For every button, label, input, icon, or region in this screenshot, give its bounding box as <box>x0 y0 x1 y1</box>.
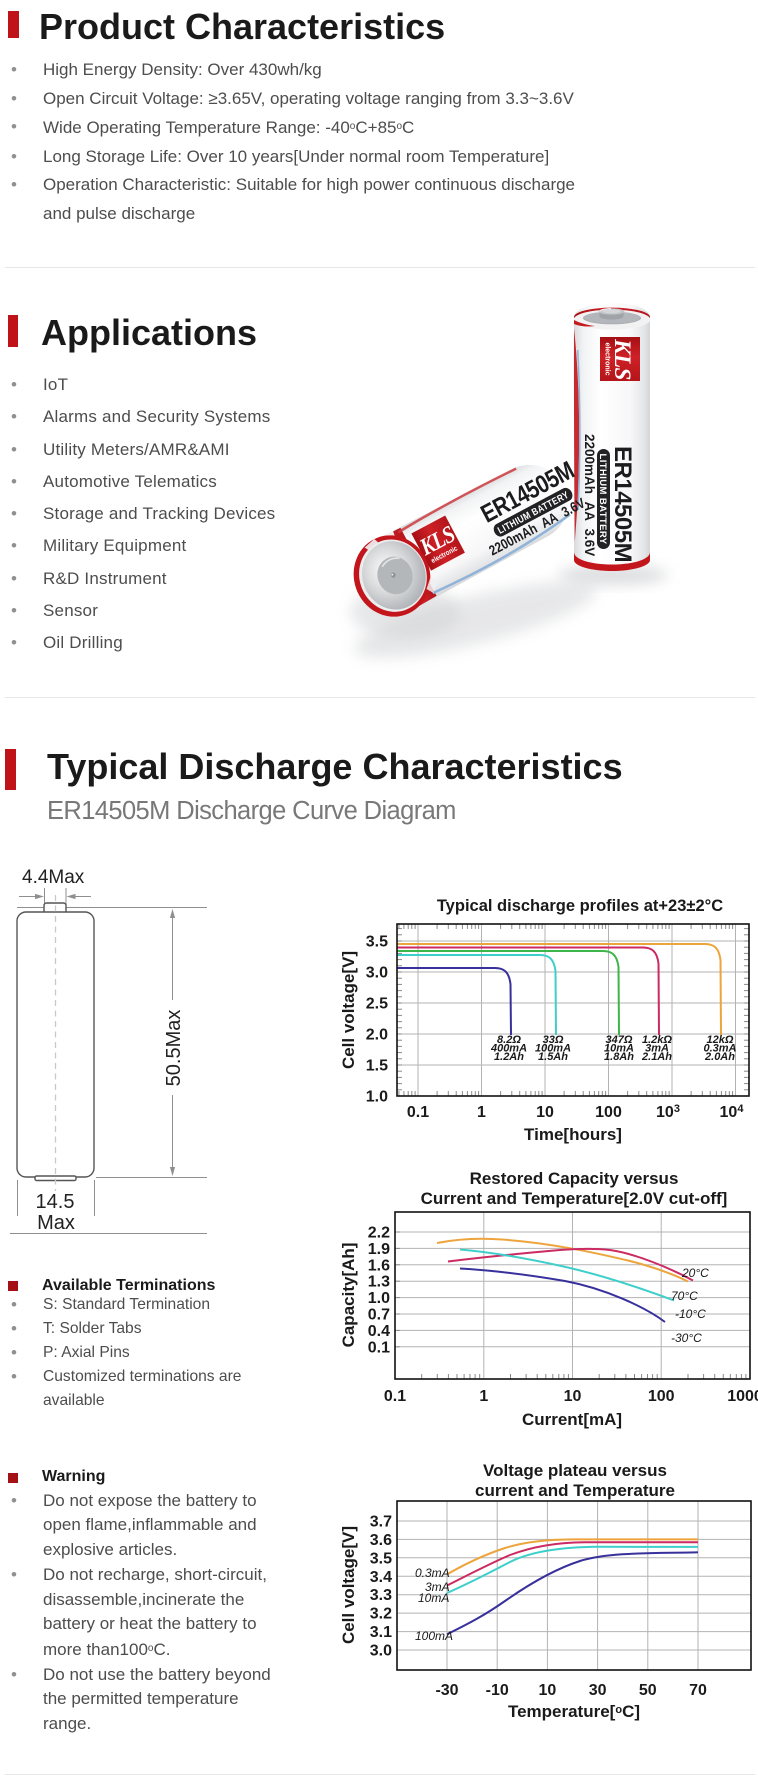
svg-text:100mA: 100mA <box>535 1043 571 1055</box>
svg-text:3.7: 3.7 <box>370 1514 392 1531</box>
svg-text:ER14505M: ER14505M <box>609 446 636 562</box>
svg-text:33Ω: 33Ω <box>543 1034 564 1046</box>
svg-text:10: 10 <box>536 1104 554 1121</box>
svg-text:1.8Ah: 1.8Ah <box>604 1051 634 1063</box>
svg-text:Capacity[Ah]: Capacity[Ah] <box>339 1243 358 1348</box>
svg-text:30: 30 <box>589 1682 607 1699</box>
svg-text:100: 100 <box>595 1104 622 1121</box>
svg-text:1.2Ah: 1.2Ah <box>494 1051 524 1063</box>
svg-text:1.5: 1.5 <box>366 1058 388 1075</box>
svg-text:10mA: 10mA <box>604 1043 634 1055</box>
svg-text:Cell voltage[V]: Cell voltage[V] <box>339 1526 358 1644</box>
svg-text:-10: -10 <box>486 1682 509 1699</box>
svg-text:2.0: 2.0 <box>366 1027 388 1044</box>
svg-text:70°C: 70°C <box>671 1289 698 1303</box>
svg-text:1.0: 1.0 <box>366 1089 388 1106</box>
svg-text:Restored Capacity versus: Restored Capacity versus <box>470 1169 679 1188</box>
svg-text:3.1: 3.1 <box>370 1624 392 1641</box>
svg-text:Voltage plateau versus: Voltage plateau versus <box>483 1461 667 1480</box>
svg-text:Current[mA]: Current[mA] <box>522 1410 622 1429</box>
svg-text:Temperature[oC]: Temperature[oC] <box>508 1702 640 1721</box>
svg-text:70: 70 <box>689 1682 707 1699</box>
svg-text:20°C: 20°C <box>681 1266 709 1280</box>
svg-text:400mA: 400mA <box>490 1043 527 1055</box>
svg-text:Typical discharge profiles at+: Typical discharge profiles at+23±2°C <box>437 897 723 915</box>
svg-text:3.4: 3.4 <box>370 1569 392 1586</box>
svg-text:3.5: 3.5 <box>366 934 388 951</box>
svg-text:100: 100 <box>648 1388 675 1405</box>
svg-text:Max: Max <box>37 1212 75 1234</box>
svg-text:50.5Max: 50.5Max <box>163 1010 185 1087</box>
svg-text:0.3mA: 0.3mA <box>703 1043 736 1055</box>
svg-text:2.5: 2.5 <box>366 996 388 1013</box>
svg-text:-30°C: -30°C <box>671 1331 702 1345</box>
svg-text:10mA: 10mA <box>418 1591 449 1605</box>
svg-text:electronic: electronic <box>604 342 611 375</box>
svg-text:2200mAh AA 3.6V: 2200mAh AA 3.6V <box>582 434 597 556</box>
svg-text:0.4: 0.4 <box>368 1323 390 1340</box>
svg-text:10: 10 <box>564 1388 582 1405</box>
svg-text:2.1Ah: 2.1Ah <box>641 1051 672 1063</box>
svg-text:0.1: 0.1 <box>407 1104 429 1121</box>
svg-text:1.3: 1.3 <box>368 1274 390 1291</box>
svg-text:50: 50 <box>639 1682 657 1699</box>
svg-text:104: 104 <box>720 1103 745 1121</box>
svg-text:KLS: KLS <box>610 338 635 380</box>
svg-text:0.1: 0.1 <box>384 1388 406 1405</box>
svg-text:Cell voltage[V]: Cell voltage[V] <box>339 951 358 1069</box>
svg-text:-10°C: -10°C <box>675 1307 706 1321</box>
svg-text:2.2: 2.2 <box>368 1225 390 1242</box>
svg-text:1.5Ah: 1.5Ah <box>538 1051 568 1063</box>
svg-text:14.5: 14.5 <box>36 1191 75 1213</box>
svg-text:10: 10 <box>539 1682 557 1699</box>
svg-text:1.9: 1.9 <box>368 1241 390 1258</box>
svg-text:0.1: 0.1 <box>368 1339 390 1356</box>
svg-text:1: 1 <box>479 1388 488 1405</box>
svg-text:0.7: 0.7 <box>368 1307 390 1324</box>
svg-text:1.2kΩ: 1.2kΩ <box>642 1034 672 1046</box>
svg-text:3.2: 3.2 <box>370 1606 392 1623</box>
svg-text:2.0Ah: 2.0Ah <box>704 1051 735 1063</box>
svg-text:1.6: 1.6 <box>368 1257 390 1274</box>
svg-text:Time[hours]: Time[hours] <box>524 1125 622 1144</box>
svg-text:3.3: 3.3 <box>370 1587 392 1604</box>
svg-text:3.5: 3.5 <box>370 1550 392 1567</box>
svg-text:0.3mA: 0.3mA <box>415 1566 450 1580</box>
svg-text:3mA: 3mA <box>645 1043 669 1055</box>
svg-text:3mA: 3mA <box>425 1580 450 1594</box>
svg-text:8.2Ω: 8.2Ω <box>497 1034 521 1046</box>
svg-text:LITHIUM BATTERY: LITHIUM BATTERY <box>597 454 608 545</box>
svg-text:1: 1 <box>477 1104 486 1121</box>
svg-text:Current and Temperature[2.0V c: Current and Temperature[2.0V cut-off] <box>421 1189 728 1208</box>
svg-text:3.0: 3.0 <box>366 965 388 982</box>
svg-text:4.4Max: 4.4Max <box>22 867 85 888</box>
svg-text:347Ω: 347Ω <box>606 1034 633 1046</box>
svg-text:12kΩ: 12kΩ <box>707 1034 734 1046</box>
svg-text:100mA: 100mA <box>415 1629 453 1643</box>
svg-text:1.0: 1.0 <box>368 1290 390 1307</box>
svg-text:-30: -30 <box>435 1682 458 1699</box>
svg-text:current and Temperature: current and Temperature <box>475 1481 675 1500</box>
svg-text:3.6: 3.6 <box>370 1532 392 1549</box>
svg-text:3.0: 3.0 <box>370 1643 392 1660</box>
svg-text:103: 103 <box>656 1103 680 1121</box>
